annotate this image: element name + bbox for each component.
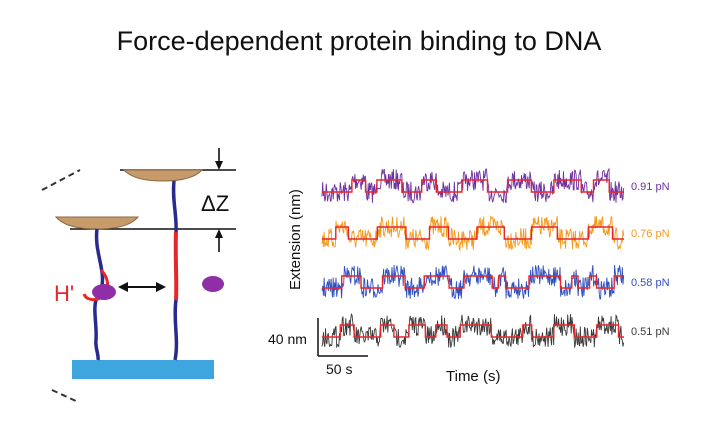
delta-z-label: ΔZ [201, 191, 229, 216]
magnetic-bead-left [54, 216, 140, 230]
scale-bar-x-label: 50 s [326, 361, 352, 377]
dna-schematic: ΔZ H' [41, 148, 236, 403]
force-labels: 0.91 pN 0.76 pN 0.58 pN 0.51 pN [631, 181, 670, 338]
force-label-1: 0.76 pN [631, 228, 670, 240]
exchange-arrow-right-head [156, 282, 166, 292]
trace-fit-3 [322, 324, 624, 338]
force-label-0: 0.91 pN [631, 181, 670, 193]
y-axis-label: Extension (nm) [287, 189, 304, 290]
force-label-3: 0.51 pN [631, 326, 670, 338]
trace-noise-2 [321, 264, 625, 300]
dashed-edge-top [41, 169, 81, 191]
extension-traces [321, 167, 625, 348]
force-label-2: 0.58 pN [631, 277, 670, 289]
dna-stretched-segment [173, 231, 179, 301]
trace-noise-3 [321, 313, 625, 348]
trace-noise-1 [321, 215, 625, 252]
glass-surface [72, 360, 214, 379]
delta-z-arrowhead-top [215, 161, 223, 170]
protein-label: H' [54, 281, 74, 306]
exchange-arrow-left-head [118, 282, 128, 292]
delta-z-arrowhead-bottom [215, 229, 223, 238]
trace-fit-1 [322, 226, 624, 240]
dna-strand-lower [173, 299, 179, 361]
trace-fit-0 [322, 179, 624, 193]
scale-bar-y-label: 40 nm [268, 331, 307, 347]
dna-strand-upper [171, 180, 178, 233]
free-protein [202, 276, 224, 292]
x-axis-label: Time (s) [446, 368, 500, 385]
magnetic-bead-right [122, 169, 204, 182]
trace-fit-2 [322, 275, 624, 289]
slide-title: Force-dependent protein binding to DNA [116, 26, 602, 56]
dashed-edge-bottom [51, 389, 79, 403]
bound-protein [92, 284, 116, 300]
trace-noise-0 [321, 167, 625, 204]
